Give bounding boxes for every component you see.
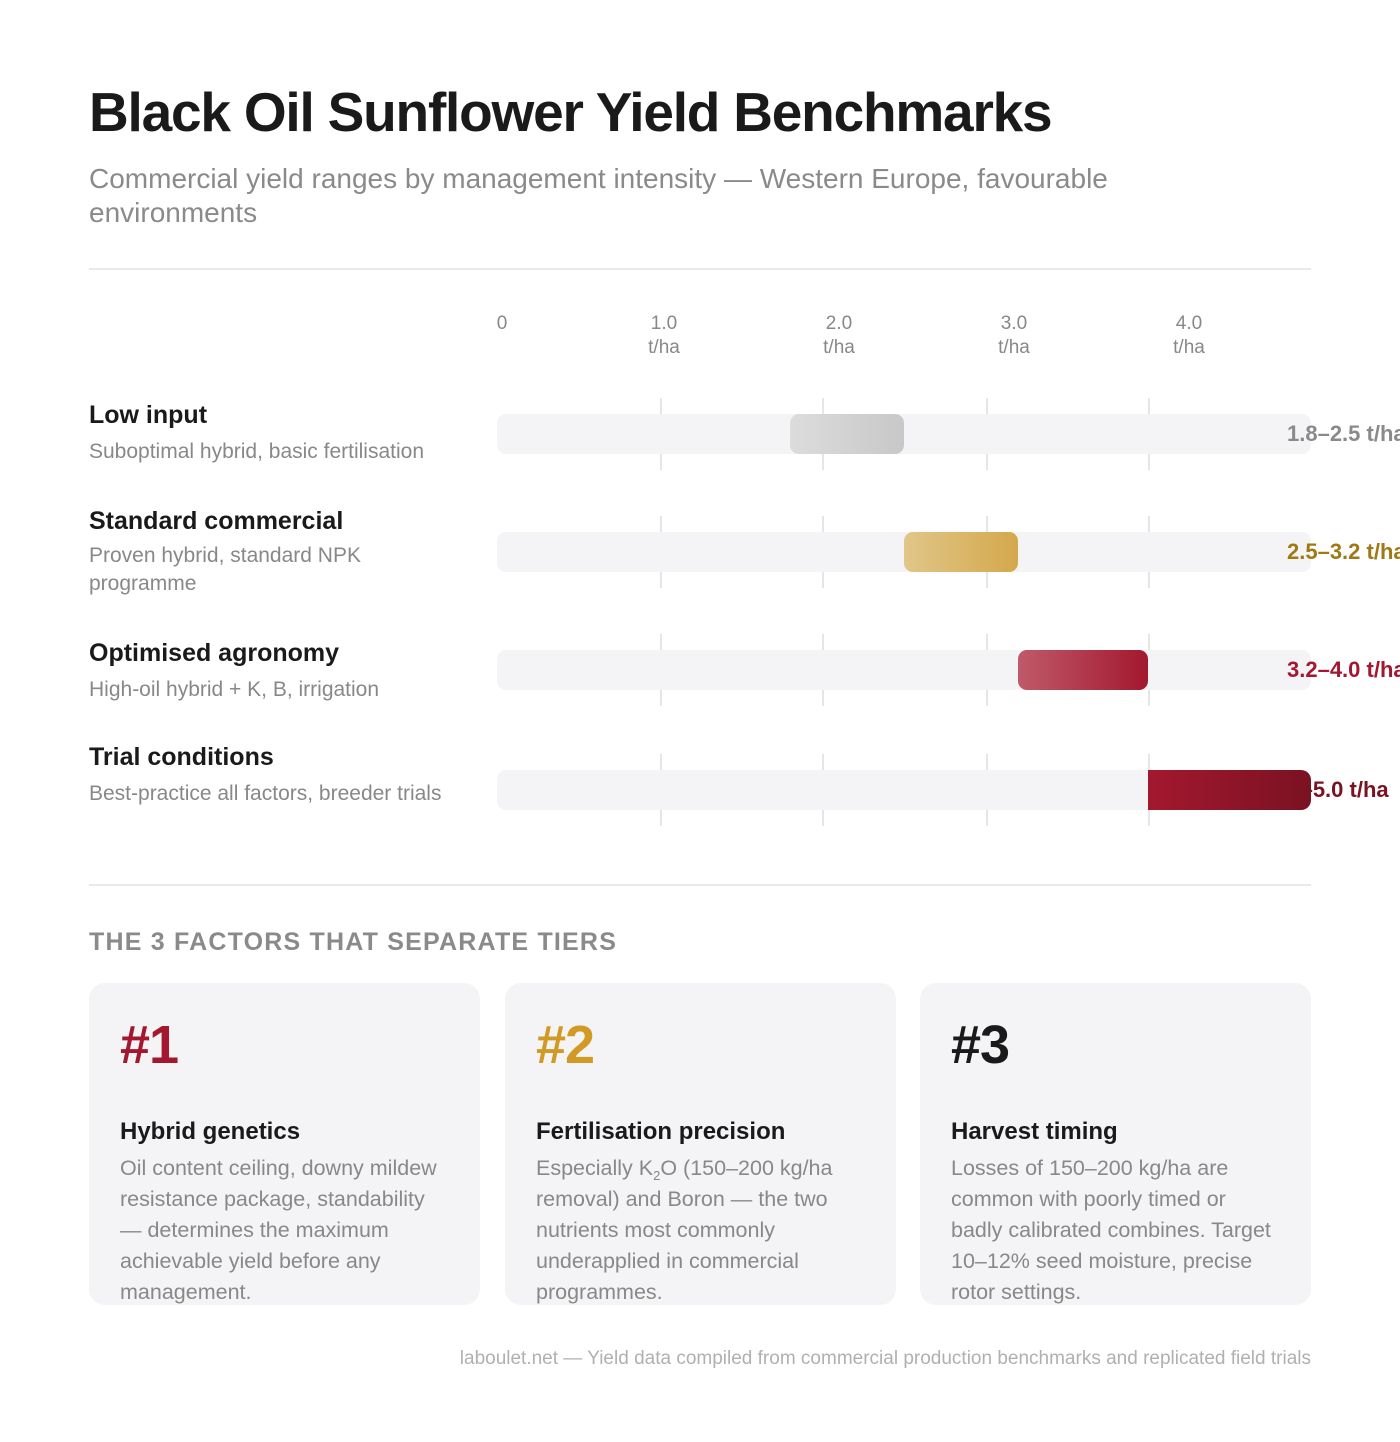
range-value-label: 3.2–4.0 t/ha [1287,657,1400,682]
tier-name: Optimised agronomy [89,639,340,667]
page-subtitle: Commercial yield ranges by management in… [89,163,1108,228]
factor-title: Harvest timing [951,1118,1118,1145]
factor-rank: #3 [951,1015,1010,1075]
range-track [497,650,1311,690]
axis-tick-unit: t/ha [648,337,680,358]
range-bar [1148,770,1311,810]
range-value-label: 1.8–2.5 t/ha [1287,421,1400,446]
axis-tick-0: 0 [462,312,542,336]
axis-tick-unit: t/ha [823,337,855,358]
tier-name: Low input [89,401,208,429]
range-value-label: 2.5–3.2 t/ha [1287,539,1400,564]
axis-tick-4: 4.0 t/ha [1149,312,1229,360]
axis-tick-value: 2.0 [825,313,853,334]
source-footer: laboulet.net — Yield data compiled from … [459,1348,1311,1369]
header-divider [89,268,1311,270]
factor-rank: #1 [120,1015,179,1075]
axis-tick-2: 2.0 t/ha [799,312,879,360]
subscript: 2 [653,1168,661,1183]
factor-text-part: Especially K [536,1156,654,1180]
range-track [497,414,1311,454]
axis-tick-3: 3.0 t/ha [974,312,1054,360]
factor-card-1: #1 Hybrid genetics Oil content ceiling, … [89,983,480,1305]
factor-title: Hybrid genetics [120,1118,301,1145]
range-bar [904,532,1018,572]
tier-description: High-oil hybrid + K, B, irrigation [89,678,380,701]
tier-description: Proven hybrid, standard NPK programme [89,544,361,595]
factor-description: Losses of 150–200 kg/ha are common with … [951,1156,1271,1304]
axis-tick-value: 1.0 [650,313,678,334]
range-bar [1018,650,1148,690]
factors-heading: THE 3 FACTORS THAT SEPARATE TIERS [89,928,618,956]
page-title: Black Oil Sunflower Yield Benchmarks [89,81,1053,143]
factor-description: Especially K2O (150–200 kg/ha removal) a… [536,1153,865,1308]
factor-card-2: #2 Fertilisation precision Especially K2… [505,983,896,1305]
factor-text-part: O (150–200 kg/ha removal) and Boron — th… [536,1156,833,1304]
tier-name: Trial conditions [89,743,274,771]
axis-tick-value: 4.0 [1175,313,1203,334]
tier-description: Suboptimal hybrid, basic fertilisation [89,440,424,463]
factor-title: Fertilisation precision [536,1118,786,1145]
axis-tick-1: 1.0 t/ha [624,312,704,360]
range-bar [790,414,904,454]
axis-tick-value: 0 [496,313,508,334]
section-divider [89,884,1311,886]
factor-card-3: #3 Harvest timing Losses of 150–200 kg/h… [920,983,1311,1305]
axis-tick-unit: t/ha [1173,337,1205,358]
factor-rank: #2 [536,1015,595,1075]
axis-tick-unit: t/ha [998,337,1030,358]
tier-name: Standard commercial [89,507,344,535]
axis-tick-value: 3.0 [1000,313,1028,334]
tier-description: Best-practice all factors, breeder trial… [89,782,442,805]
factor-description: Oil content ceiling, downy mildew resist… [120,1156,437,1304]
